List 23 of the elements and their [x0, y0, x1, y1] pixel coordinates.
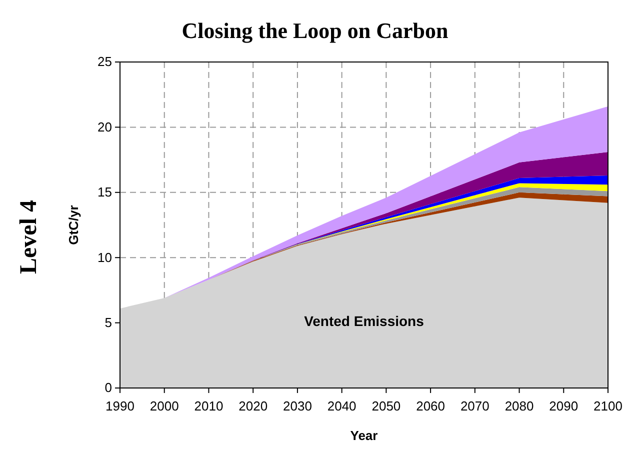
y-tick-label: 25 — [98, 54, 112, 70]
y-axis-title: GtC/yr — [66, 205, 81, 245]
y-tick-label: 20 — [98, 119, 112, 134]
series-label: Vented Emissions — [304, 312, 424, 329]
y-tick-label: 0 — [104, 380, 112, 396]
y-tick-label: 5 — [104, 314, 112, 330]
x-tick-label: 2060 — [416, 398, 446, 414]
x-tick-label: 2010 — [194, 398, 224, 414]
x-tick-label: 2030 — [282, 398, 312, 414]
chart-title: Closing the Loop on Carbon — [182, 18, 448, 43]
x-tick-label: 2090 — [549, 398, 578, 414]
x-tick-label: 2070 — [460, 398, 490, 414]
text: Level 4 — [16, 200, 42, 274]
x-tick-label: 2000 — [150, 398, 179, 414]
x-tick-label: 2080 — [504, 398, 534, 414]
x-tick-label: 2020 — [238, 398, 268, 414]
y-tick-label: 10 — [98, 250, 112, 265]
x-tick-label: 1990 — [106, 398, 134, 414]
x-axis-title: Year — [350, 428, 378, 443]
x-tick-label: 2040 — [327, 398, 356, 414]
x-tick-label: 2050 — [372, 398, 401, 414]
x-tick-label: 2100 — [594, 398, 622, 414]
y-tick-label: 15 — [98, 184, 112, 200]
